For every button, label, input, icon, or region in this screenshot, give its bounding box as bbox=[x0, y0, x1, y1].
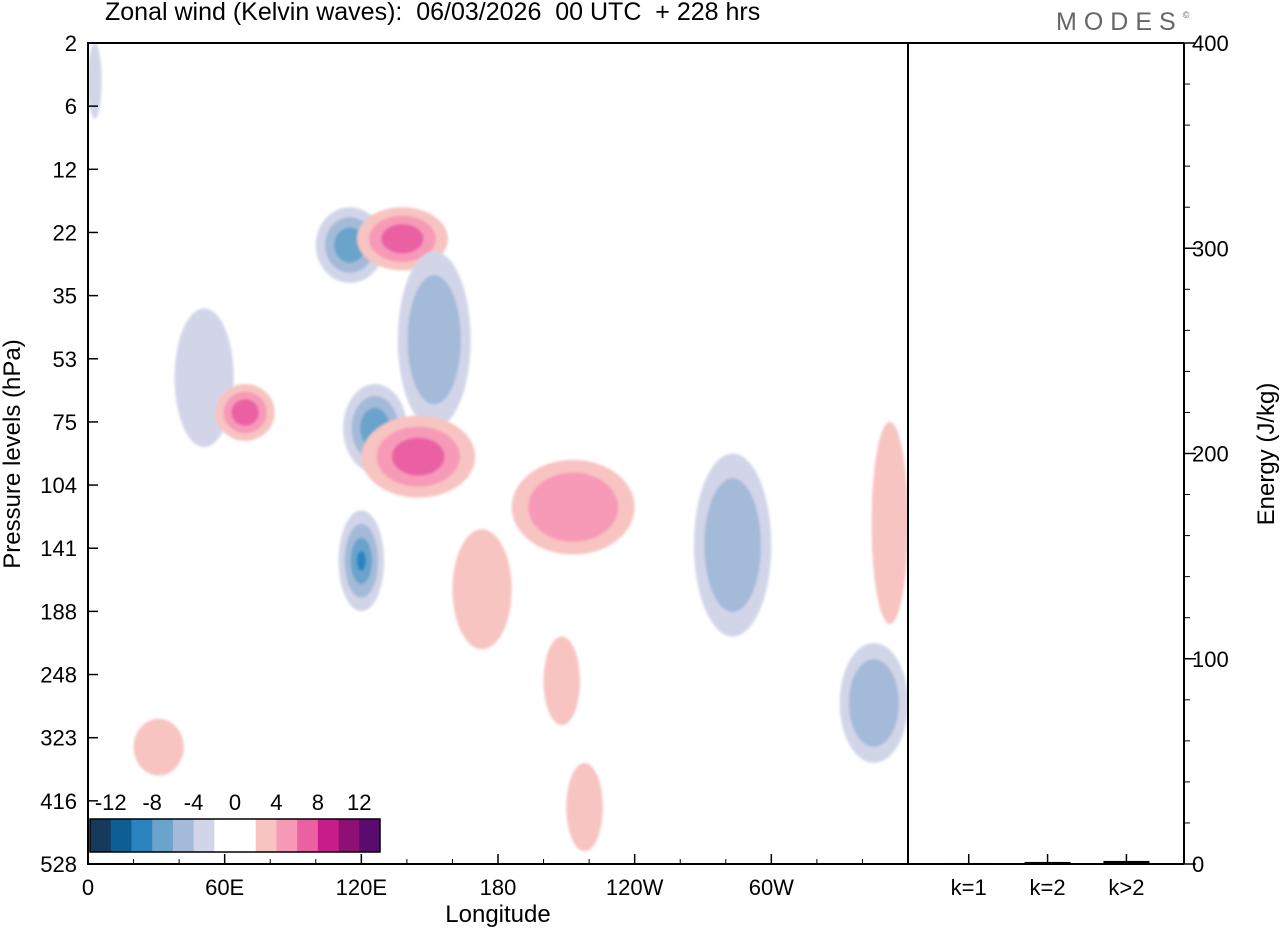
colorbar-label: -4 bbox=[184, 790, 204, 815]
contour-level-1 bbox=[566, 762, 603, 852]
colorbar-swatch bbox=[338, 819, 360, 852]
energy-tick-label: 300 bbox=[1192, 236, 1229, 261]
x-tick-label: 180 bbox=[480, 875, 517, 900]
logo-mark: © bbox=[1182, 10, 1190, 20]
colorbar: -12 -8 -4 0 4 8 12 bbox=[89, 790, 381, 853]
wind-anomaly-pos-7 bbox=[215, 384, 275, 441]
heatmap-contours bbox=[88, 43, 908, 852]
colorbar-label: 4 bbox=[270, 790, 282, 815]
contour-level-2 bbox=[848, 659, 899, 747]
energy-tick-label: 200 bbox=[1192, 442, 1229, 467]
colorbar-swatch bbox=[235, 819, 257, 852]
colorbar-swatch bbox=[255, 819, 277, 852]
wind-anomaly-neg-0 bbox=[88, 43, 102, 119]
wind-anomaly-pos-13 bbox=[543, 636, 580, 726]
contour-level-1 bbox=[452, 529, 512, 650]
colorbar-frame bbox=[89, 818, 381, 853]
chart-title: Zonal wind (Kelvin waves): 06/03/2026 00… bbox=[105, 0, 761, 26]
contour-level-3 bbox=[381, 224, 424, 254]
colorbar-label: -12 bbox=[95, 790, 127, 815]
colorbar-swatch bbox=[131, 819, 153, 852]
wind-anomaly-pos-6 bbox=[361, 415, 476, 498]
wind-anomaly-neg-9 bbox=[338, 510, 385, 612]
energy-category-label: k=2 bbox=[1030, 875, 1066, 900]
wind-anomaly-pos-12 bbox=[871, 421, 908, 625]
colorbar-label: 12 bbox=[347, 790, 371, 815]
energy-tick-label: 0 bbox=[1192, 852, 1204, 877]
energy-bar-chart: 0 100 200 300 400 k=1 k=2 k>2 bbox=[908, 31, 1229, 900]
contour-level-3 bbox=[231, 399, 259, 426]
contour-level-2 bbox=[407, 275, 461, 405]
colorbar-swatch bbox=[90, 819, 112, 852]
y-tick-label: 12 bbox=[53, 157, 77, 182]
colorbar-label: 0 bbox=[229, 790, 241, 815]
y-tick-label: 35 bbox=[53, 284, 77, 309]
y-tick-label: 6 bbox=[65, 94, 77, 119]
wind-anomaly-neg-11 bbox=[693, 453, 772, 637]
y-tick-label: 2 bbox=[65, 31, 77, 56]
wind-anomaly-neg-15 bbox=[839, 642, 908, 763]
x-tick-label: 0 bbox=[82, 875, 94, 900]
contour-level-1 bbox=[871, 421, 908, 625]
y-tick-label: 104 bbox=[40, 473, 77, 498]
energy-tick-label: 100 bbox=[1192, 647, 1229, 672]
y-tick-label: 248 bbox=[40, 663, 77, 688]
y-tick-label: 75 bbox=[53, 410, 77, 435]
wind-anomaly-pos-16 bbox=[133, 718, 184, 776]
contour-level-3 bbox=[392, 437, 445, 476]
main-plot-frame bbox=[87, 42, 909, 865]
contour-level-1 bbox=[543, 636, 580, 726]
wind-anomaly-pos-14 bbox=[566, 762, 603, 852]
colorbar-swatch bbox=[172, 819, 194, 852]
wind-anomaly-pos-8 bbox=[511, 459, 635, 555]
y-tick-label: 141 bbox=[40, 536, 77, 561]
y-tick-label: 53 bbox=[53, 347, 77, 372]
y-tick-label: 22 bbox=[53, 220, 77, 245]
modes-logo: MODES© bbox=[1056, 8, 1189, 37]
wind-anomaly-neg-4 bbox=[397, 251, 471, 429]
contour-level-1 bbox=[133, 718, 184, 776]
energy-category-label: k=1 bbox=[951, 875, 987, 900]
energy-category-label: k>2 bbox=[1108, 875, 1144, 900]
colorbar-label: 8 bbox=[312, 790, 324, 815]
y-tick-label: 528 bbox=[40, 852, 77, 877]
x-tick-label: 60W bbox=[749, 875, 794, 900]
x-tick-label: 60E bbox=[205, 875, 244, 900]
colorbar-swatch bbox=[276, 819, 298, 852]
energy-tick-label: 400 bbox=[1192, 31, 1229, 56]
contour-level-1 bbox=[88, 43, 102, 119]
y-axis-title: Pressure levels (hPa) bbox=[0, 339, 26, 568]
y-tick-label: 323 bbox=[40, 726, 77, 751]
contour-level-2 bbox=[704, 478, 761, 612]
x-tick-label: 120W bbox=[606, 875, 664, 900]
x-axis-title: Longitude bbox=[445, 901, 550, 928]
x-tick-label: 120E bbox=[336, 875, 387, 900]
colorbar-swatch bbox=[359, 819, 381, 852]
colorbar-swatch bbox=[214, 819, 236, 852]
colorbar-swatch bbox=[317, 819, 339, 852]
colorbar-swatch bbox=[152, 819, 174, 852]
colorbar-swatch bbox=[193, 819, 215, 852]
contour-level-4 bbox=[357, 551, 366, 571]
colorbar-swatch bbox=[297, 819, 319, 852]
contour-level-2 bbox=[528, 472, 619, 542]
colorbar-swatch bbox=[110, 819, 132, 852]
y-tick-label: 188 bbox=[40, 599, 77, 624]
energy-axis-title: Energy (J/kg) bbox=[1253, 383, 1280, 526]
wind-anomaly-pos-10 bbox=[452, 529, 512, 650]
y-tick-label: 416 bbox=[40, 789, 77, 814]
colorbar-label: -8 bbox=[142, 790, 162, 815]
logo-text: MODES bbox=[1056, 8, 1183, 36]
